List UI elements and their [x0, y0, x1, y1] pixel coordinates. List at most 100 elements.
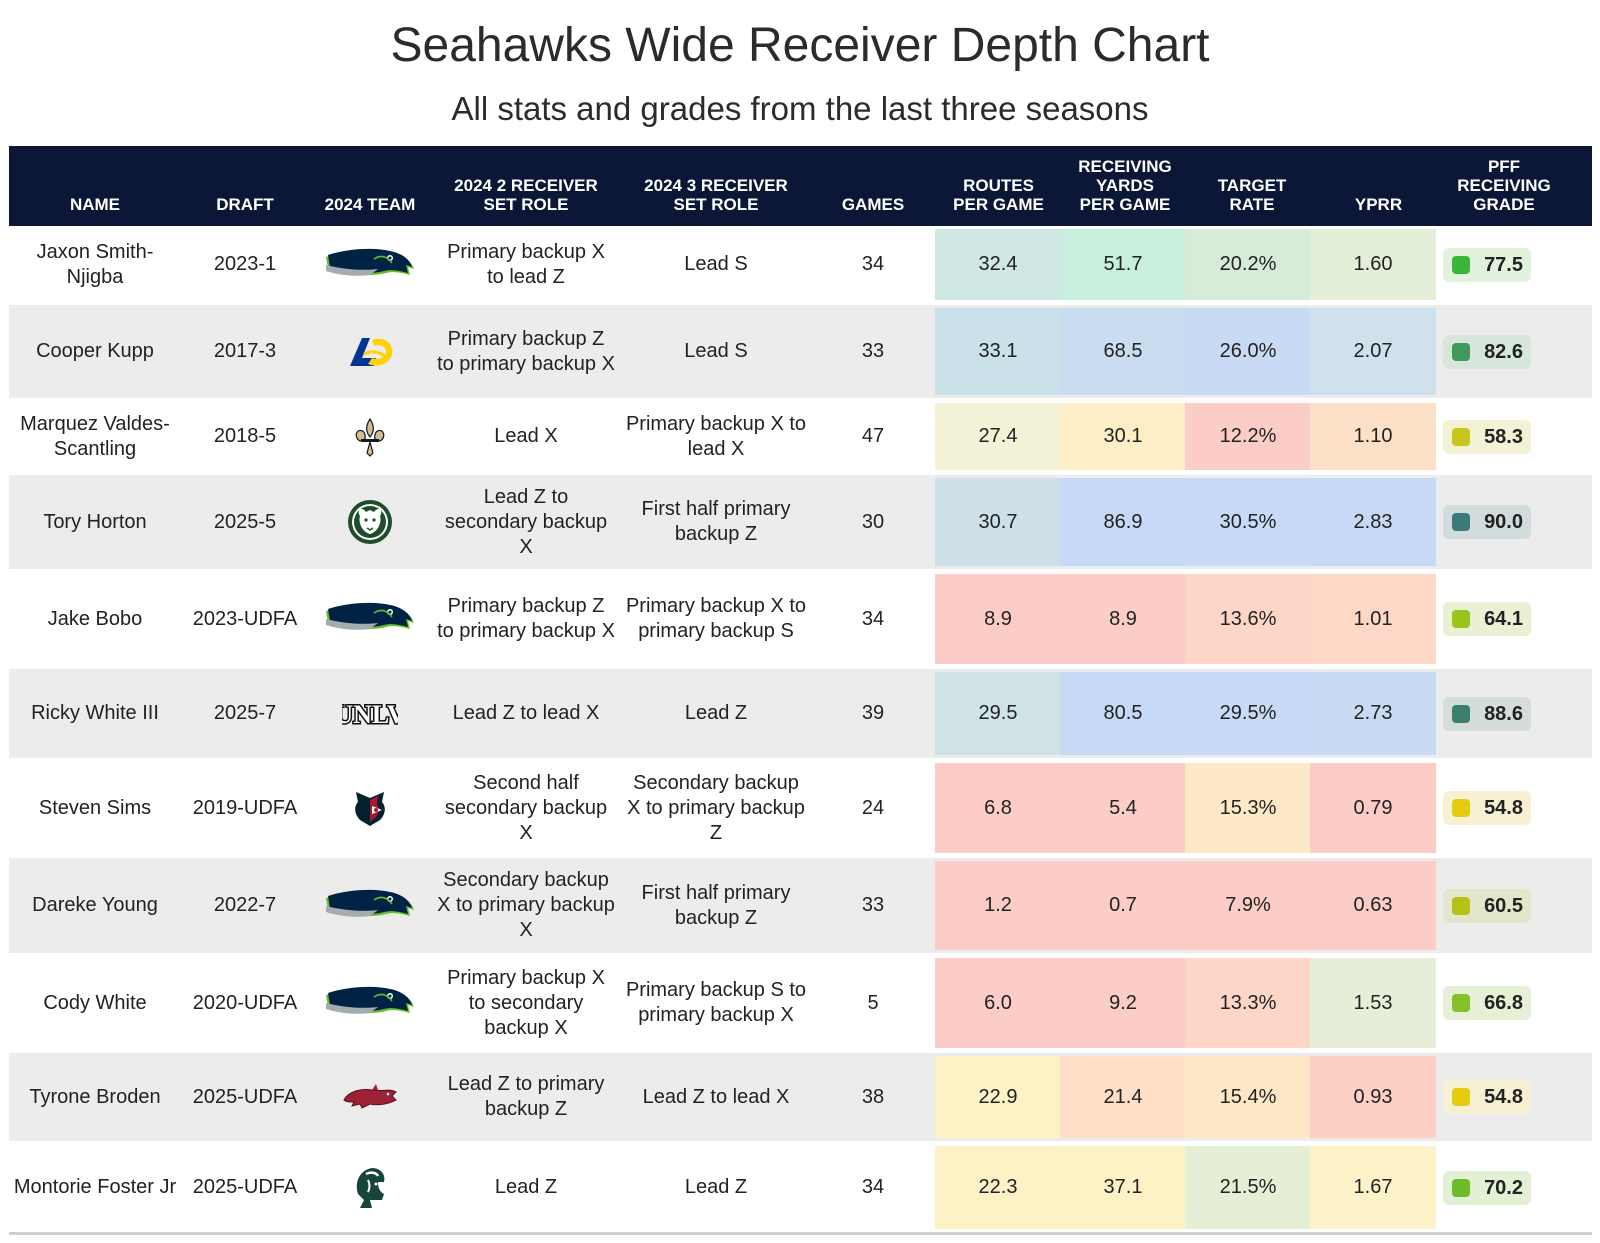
games-played: 33 [861, 894, 885, 916]
pff-grade-badge: 54.8 [1443, 791, 1531, 825]
player-name: Tyrone Broden [29, 1085, 161, 1108]
draft-pick: 2018-5 [213, 425, 277, 447]
grade-color-swatch [1452, 342, 1470, 361]
routes-per-game: 6.0 [935, 958, 1061, 1048]
role-2-receiver-set: Lead Z to lead X [452, 702, 600, 724]
routes-per-game: 8.9 [935, 574, 1061, 664]
draft-pick: 2023-1 [213, 253, 277, 275]
role-3-receiver-set: Secondary backup X to primary backup Z [627, 771, 805, 844]
routes-per-game: 27.4 [935, 403, 1061, 470]
games-played: 34 [861, 607, 885, 630]
role-2-receiver-set: Primary backup Z to primary backup X [437, 595, 615, 642]
grade-color-swatch [1452, 896, 1470, 915]
pff-grade-badge: 82.6 [1443, 334, 1531, 369]
table-row: Marquez Valdes-Scantling 2018-5 Lead X Prim… [9, 400, 1592, 475]
table-row: Jaxon Smith-Njigba 2023-1 Primary backup X… [9, 226, 1592, 305]
role-3-receiver-set: Lead Z [684, 1176, 748, 1198]
rams-logo [309, 305, 431, 398]
routes-per-game: 1.2 [935, 861, 1061, 950]
role-3-receiver-set: Lead S [684, 340, 748, 362]
role-3-receiver-set: Primary backup X to lead X [625, 412, 807, 460]
target-rate: 20.2% [1185, 229, 1311, 300]
role-2-receiver-set: Primary backup X to lead Z [447, 240, 605, 288]
draft-pick: 2025-UDFA [192, 1085, 298, 1108]
header-yards: RECEIVING YARDS PER GAME [1078, 157, 1172, 214]
seahawks-logo [309, 955, 431, 1051]
pff-grade-badge: 54.8 [1443, 1080, 1531, 1114]
grade-color-swatch [1452, 1088, 1470, 1106]
yprr-value: 2.73 [1310, 672, 1436, 755]
games-played: 34 [861, 253, 885, 275]
target-rate: 13.6% [1185, 574, 1311, 664]
pff-grade-badge: 66.8 [1443, 986, 1531, 1020]
header-name: NAME [69, 195, 121, 214]
grade-color-swatch [1452, 255, 1470, 274]
target-rate: 30.5% [1185, 478, 1311, 566]
role-3-receiver-set: Lead Z to lead X [642, 1085, 790, 1108]
player-name: Montorie Foster Jr [13, 1176, 177, 1198]
table-row: Ricky White III 2025-7 UNLV UNLV Lead Z to l… [9, 669, 1592, 760]
routes-per-game: 22.3 [935, 1146, 1061, 1229]
pff-grade-value: 60.5 [1484, 894, 1523, 917]
pff-grade-badge: 90.0 [1443, 505, 1531, 539]
role-3-receiver-set: Primary backup S to primary backup X [625, 979, 807, 1026]
header-team: 2024 TEAM [324, 195, 416, 214]
games-played: 33 [861, 340, 885, 362]
receiving-yards-per-game: 51.7 [1060, 229, 1186, 300]
routes-per-game: 30.7 [935, 478, 1061, 566]
grade-color-swatch [1452, 994, 1470, 1012]
receiving-yards-per-game: 9.2 [1060, 958, 1186, 1048]
role-2-receiver-set: Lead Z to secondary backup X [444, 485, 608, 558]
receiving-yards-per-game: 0.7 [1060, 861, 1186, 950]
receiving-yards-per-game: 21.4 [1060, 1056, 1186, 1138]
table-header: NAME DRAFT 2024 TEAM 2024 2 RECEIVER SET… [9, 146, 1592, 226]
yprr-value: 1.67 [1310, 1146, 1436, 1229]
player-name: Ricky White III [31, 702, 159, 724]
header-games: GAMES [841, 195, 905, 214]
pff-grade-value: 54.8 [1484, 797, 1523, 819]
pff-grade-value: 88.6 [1484, 702, 1523, 725]
grade-color-swatch [1452, 513, 1470, 531]
table-row: Dareke Young 2022-7 Secondary backup X to … [9, 858, 1592, 955]
receiving-yards-per-game: 86.9 [1060, 478, 1186, 566]
depth-chart-table: NAME DRAFT 2024 TEAM 2024 2 RECEIVER SET… [9, 146, 1592, 1234]
player-name: Cody White [43, 991, 147, 1014]
table-body: Jaxon Smith-Njigba 2023-1 Primary backup X… [9, 226, 1592, 1234]
pff-grade-value: 66.8 [1484, 992, 1523, 1014]
table-row: Cody White 2020-UDFA Primary backup X to s… [9, 955, 1592, 1053]
arkansas-logo [309, 1053, 431, 1141]
player-name: Tory Horton [43, 510, 147, 533]
yprr-value: 1.60 [1310, 229, 1436, 300]
texans-logo [309, 760, 431, 856]
draft-pick: 2022-7 [213, 894, 277, 916]
target-rate: 21.5% [1185, 1146, 1311, 1229]
pff-grade-value: 82.6 [1484, 340, 1523, 363]
games-played: 38 [861, 1085, 885, 1108]
routes-per-game: 29.5 [935, 672, 1061, 755]
header-role2: 2024 2 RECEIVER SET ROLE [454, 176, 598, 214]
role-2-receiver-set: Lead Z to primary backup Z [447, 1073, 605, 1120]
grade-color-swatch [1452, 1178, 1470, 1197]
role-3-receiver-set: First half primary backup Z [641, 881, 791, 929]
yprr-value: 2.07 [1310, 308, 1436, 395]
header-role3: 2024 3 RECEIVER SET ROLE [644, 176, 788, 214]
target-rate: 13.3% [1185, 958, 1311, 1048]
target-rate: 15.4% [1185, 1056, 1311, 1138]
draft-pick: 2025-UDFA [192, 1176, 298, 1198]
table-row: Cooper Kupp 2017-3 Primary backup Z to pri… [9, 305, 1592, 400]
role-2-receiver-set: Secondary backup X to primary backup X [437, 869, 615, 941]
table-row: Montorie Foster Jr 2025-UDFA Lead Z Lead Z 3… [9, 1143, 1592, 1234]
seahawks-logo [309, 226, 431, 303]
player-name: Steven Sims [38, 796, 152, 819]
table-bottom-rule [9, 1232, 1592, 1235]
role-2-receiver-set: Lead Z [494, 1176, 558, 1198]
yprr-value: 1.53 [1310, 958, 1436, 1048]
yprr-value: 2.83 [1310, 478, 1436, 566]
target-rate: 26.0% [1185, 308, 1311, 395]
role-3-receiver-set: Lead Z [684, 702, 748, 724]
grade-color-swatch [1452, 427, 1470, 446]
page-subtitle: All stats and grades from the last three… [451, 90, 1149, 127]
grade-color-swatch [1452, 799, 1470, 817]
receiving-yards-per-game: 8.9 [1060, 574, 1186, 664]
role-3-receiver-set: First half primary backup Z [641, 498, 791, 545]
